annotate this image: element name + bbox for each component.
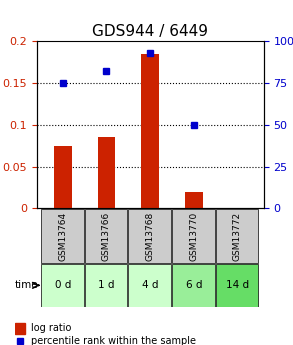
Text: percentile rank within the sample: percentile rank within the sample [31,336,196,345]
Bar [142,54,159,208]
Bar [54,146,71,208]
Bar [98,137,115,208]
FancyBboxPatch shape [216,209,258,263]
FancyBboxPatch shape [85,209,127,263]
FancyBboxPatch shape [172,209,215,263]
FancyBboxPatch shape [128,264,171,307]
Title: GDS944 / 6449: GDS944 / 6449 [92,24,208,39]
Bar [185,192,202,208]
Text: GSM13764: GSM13764 [58,211,67,260]
FancyBboxPatch shape [128,209,171,263]
Text: time: time [15,280,39,290]
Text: 14 d: 14 d [226,280,249,290]
FancyBboxPatch shape [85,264,127,307]
FancyBboxPatch shape [172,264,215,307]
FancyBboxPatch shape [216,264,258,307]
Text: 0 d: 0 d [54,280,71,290]
Text: GSM13768: GSM13768 [146,211,155,260]
Text: 4 d: 4 d [142,280,159,290]
Text: GSM13766: GSM13766 [102,211,111,260]
Text: 1 d: 1 d [98,280,115,290]
Text: GSM13770: GSM13770 [189,211,198,260]
Text: GSM13772: GSM13772 [233,211,242,260]
FancyBboxPatch shape [41,209,84,263]
Text: 6 d: 6 d [185,280,202,290]
Bar [15,323,25,334]
FancyBboxPatch shape [41,264,84,307]
Text: log ratio: log ratio [31,324,71,333]
